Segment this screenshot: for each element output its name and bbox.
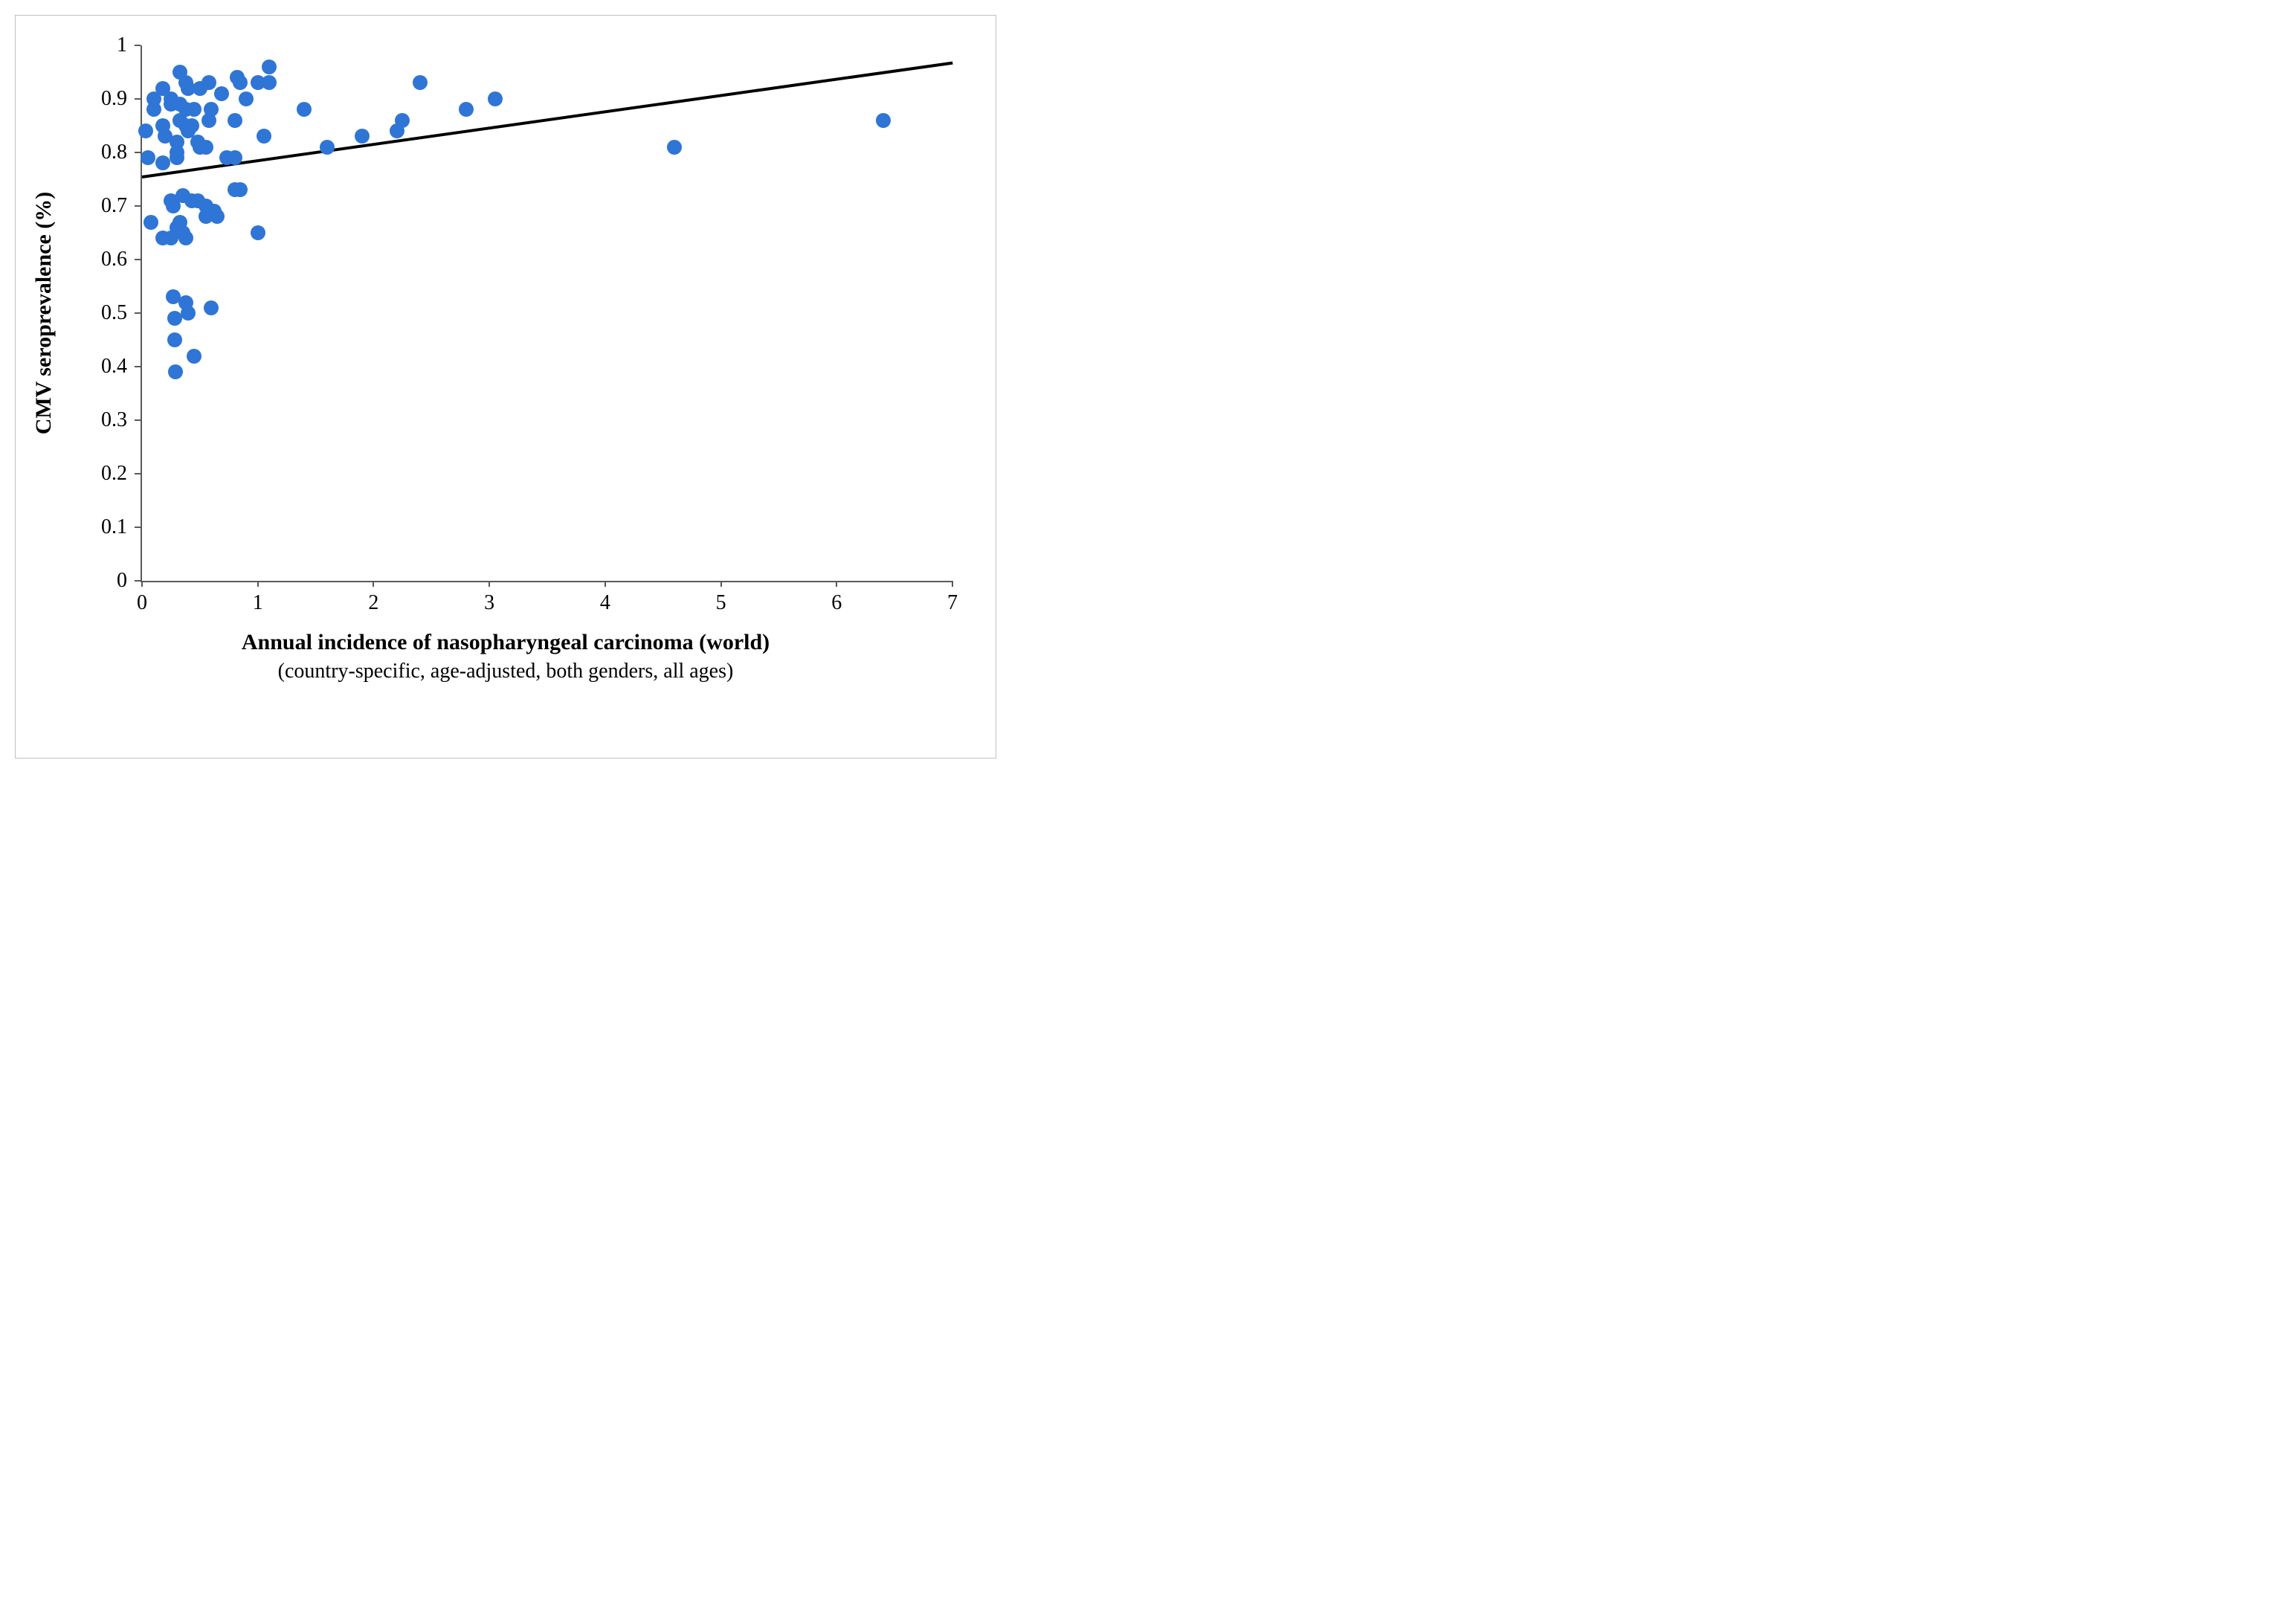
scatter-marker — [262, 59, 277, 74]
y-tick-label: 0.2 — [101, 462, 127, 486]
y-tick-label: 0.3 — [101, 408, 127, 432]
scatter-marker — [167, 311, 182, 326]
x-tick — [141, 581, 143, 587]
plot-area — [142, 45, 952, 581]
y-tick — [135, 473, 141, 474]
y-tick — [135, 152, 141, 153]
scatter-marker — [257, 129, 271, 144]
x-tick-label: 3 — [484, 591, 494, 615]
y-tick-label: 1 — [117, 33, 127, 57]
scatter-marker — [181, 306, 196, 321]
scatter-marker — [233, 75, 248, 90]
y-tick — [135, 45, 141, 46]
scatter-marker — [155, 155, 170, 170]
scatter-marker — [138, 123, 153, 138]
y-tick-label: 0.7 — [101, 194, 127, 218]
scatter-marker — [297, 102, 312, 117]
x-tick-label: 4 — [600, 591, 610, 615]
x-tick — [836, 581, 837, 587]
scatter-marker — [413, 75, 428, 90]
scatter-marker — [876, 113, 891, 128]
y-tick-label: 0.1 — [101, 515, 127, 539]
scatter-marker — [201, 75, 216, 90]
x-tick — [720, 581, 722, 587]
scatter-marker — [168, 364, 183, 379]
scatter-marker — [210, 209, 225, 224]
scatter-marker — [187, 349, 201, 364]
x-tick-label: 0 — [137, 591, 147, 615]
scatter-marker — [667, 140, 682, 155]
scatter-marker — [488, 91, 503, 106]
x-tick — [373, 581, 374, 587]
scatter-marker — [214, 86, 229, 101]
scatter-marker — [233, 182, 248, 197]
x-tick-label: 1 — [253, 591, 263, 615]
y-tick — [135, 580, 141, 582]
y-tick-label: 0.8 — [101, 141, 127, 164]
y-tick-label: 0.5 — [101, 301, 127, 325]
scatter-marker — [146, 102, 161, 117]
scatter-marker — [199, 140, 213, 155]
scatter-marker — [320, 140, 335, 155]
scatter-marker — [167, 332, 182, 347]
y-tick-label: 0 — [117, 569, 127, 593]
y-tick — [135, 98, 141, 100]
y-tick-label: 0.6 — [101, 248, 127, 271]
x-tick — [488, 581, 490, 587]
scatter-marker — [187, 102, 201, 117]
x-tick — [257, 581, 259, 587]
chart-frame: 0 1 2 3 4 5 6 7 0 0.1 0.2 0.3 0.4 0.5 0.6 0.7 0.8 0.9 1 Ann… — [15, 15, 996, 759]
y-tick — [135, 527, 141, 528]
y-tick-label: 0.9 — [101, 87, 127, 111]
x-tick-label: 6 — [831, 591, 842, 615]
scatter-marker — [395, 113, 410, 128]
scatter-marker — [184, 118, 199, 133]
x-axis-subtitle: (country-specific, age-adjusted, both ge… — [16, 660, 996, 683]
x-tick — [952, 581, 953, 587]
y-tick — [135, 366, 141, 367]
x-axis-title: Annual incidence of nasopharyngeal carci… — [16, 630, 996, 655]
scatter-marker — [239, 91, 254, 106]
scatter-marker — [204, 300, 219, 315]
scatter-marker — [178, 231, 193, 245]
scatter-marker — [170, 150, 184, 165]
scatter-marker — [141, 150, 155, 165]
x-tick-label: 5 — [716, 591, 726, 615]
y-tick-label: 0.4 — [101, 355, 127, 379]
x-tick-label: 2 — [368, 591, 378, 615]
scatter-marker — [459, 102, 474, 117]
y-tick — [135, 205, 141, 207]
x-axis-line — [141, 581, 952, 582]
scatter-marker — [251, 225, 265, 240]
scatter-marker — [228, 150, 242, 165]
y-tick — [135, 419, 141, 421]
y-tick — [135, 312, 141, 314]
scatter-marker — [204, 102, 219, 117]
scatter-marker — [355, 129, 370, 144]
scatter-marker — [144, 215, 158, 230]
y-axis-title: CMV seroprevalence (%) — [31, 192, 57, 435]
x-tick-label: 7 — [947, 591, 958, 615]
y-tick — [135, 259, 141, 260]
scatter-marker — [262, 75, 277, 90]
x-tick — [604, 581, 606, 587]
scatter-marker — [228, 113, 242, 128]
